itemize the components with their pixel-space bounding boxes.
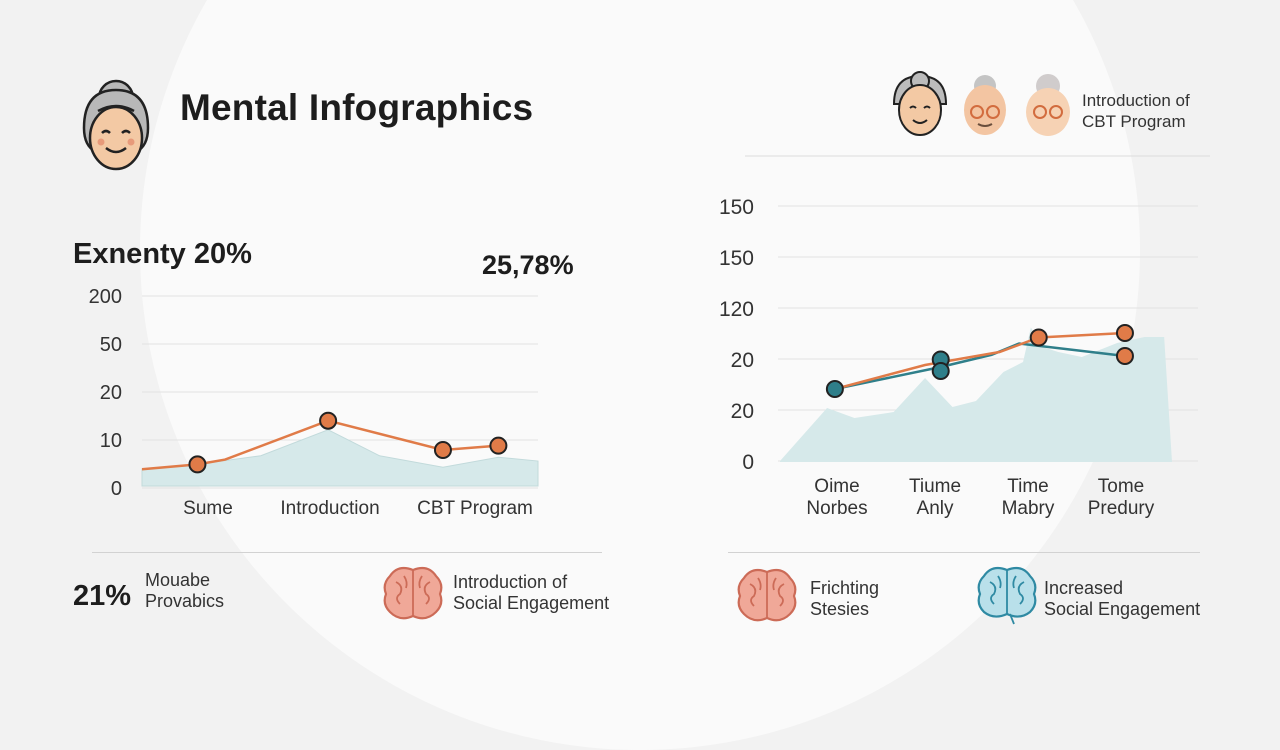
data-point (1115, 324, 1134, 342)
y-tick-label: 20 (731, 400, 754, 423)
brain-icon (737, 568, 797, 622)
x-tick-label: Oime (814, 476, 859, 497)
x-tick-label: Sume (183, 498, 233, 519)
brain-icon (383, 566, 443, 620)
footer-line: Mouabe (145, 570, 211, 590)
x-tick-label: Tiume (909, 476, 961, 497)
left-area-chart: 200 50 20 10 0 Sume Introduction CBT Program (89, 286, 539, 519)
x-tick-label: Predury (1088, 498, 1155, 519)
area-fill (780, 327, 1172, 462)
y-tick-label: 200 (89, 286, 122, 308)
y-tick-label: 10 (100, 430, 122, 452)
footer-percent: 21% (73, 580, 132, 612)
footer-line: Introduction of (453, 572, 568, 592)
y-tick-label: 150 (719, 196, 754, 219)
y-tick-label: 20 (100, 382, 122, 404)
series-line-teal (834, 342, 1126, 391)
elderly-man-icon (964, 75, 1006, 135)
footer-line: Provabics (145, 591, 225, 611)
y-tick-label: 120 (719, 298, 754, 321)
footer-line: Social Engagement (1044, 599, 1201, 619)
data-point (931, 362, 950, 380)
left-stat-value: 25,78% (482, 250, 574, 280)
series-line-orange (834, 331, 1126, 391)
y-tick-label: 0 (111, 478, 122, 500)
legend-top-right: Introduction of CBT Program (1082, 90, 1190, 132)
legend-line: Introduction of (1082, 91, 1190, 110)
footer-divider-left (92, 552, 602, 553)
x-tick-label: Time (1007, 476, 1049, 497)
footer-line: Social Engagement (453, 593, 610, 613)
y-tick-label: 50 (100, 334, 122, 356)
data-point (319, 411, 338, 430)
footer-line: Stesies (810, 599, 870, 619)
x-tick-label: Anly (917, 498, 954, 519)
footer-line: Increased (1044, 578, 1124, 598)
footer-divider-right (728, 552, 1200, 553)
data-point (433, 441, 452, 459)
footer-label-intro-social: Introduction of Social Engagement (453, 572, 609, 614)
data-point (1029, 328, 1048, 347)
y-tick-label: 20 (731, 349, 754, 372)
footer-label-frichting: Frichting Stesies (810, 578, 879, 620)
series-line (141, 419, 499, 471)
x-tick-label: Tome (1098, 476, 1144, 497)
legend-line: CBT Program (1082, 112, 1186, 131)
footer-label-increased-social: Increased Social Engagement (1044, 578, 1200, 620)
brain-icon (977, 566, 1037, 625)
footer-label-mouabe: Mouabe Provabics (145, 570, 224, 612)
y-tick-label: 150 (719, 247, 754, 270)
footer-line: Frichting (810, 578, 880, 598)
x-tick-label: Mabry (1002, 498, 1055, 519)
elderly-woman-icon (892, 71, 948, 136)
x-tick-label: Norbes (806, 498, 867, 519)
data-point (825, 380, 844, 398)
data-point (489, 436, 508, 455)
x-tick-label: CBT Program (417, 498, 533, 519)
page-title: Mental Infographics (180, 87, 534, 128)
elderly-people-icon-group (892, 71, 1070, 136)
data-point (188, 455, 207, 474)
left-stat-label: Exnenty 20% (73, 238, 252, 270)
elderly-woman-avatar-icon (82, 79, 150, 171)
y-tick-label: 0 (742, 451, 754, 474)
x-tick-label: Introduction (280, 498, 379, 519)
data-point (1115, 347, 1134, 365)
elderly-woman-glasses-icon (1026, 74, 1070, 136)
